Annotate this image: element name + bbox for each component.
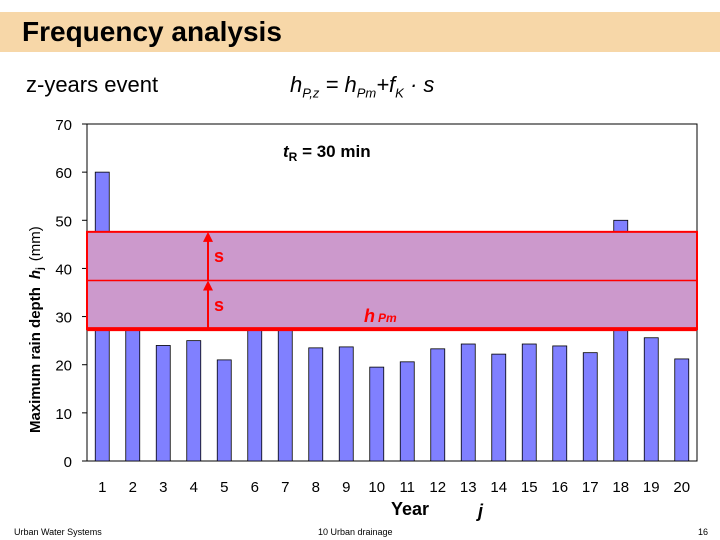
bar [460, 343, 476, 462]
s-label: s [214, 295, 224, 315]
x-tick-label: 6 [251, 479, 259, 496]
bar [430, 348, 446, 462]
x-tick-label: 14 [490, 479, 507, 496]
x-tick-label: 5 [220, 479, 228, 496]
y-tick-label: 30 [55, 310, 72, 327]
page-title: Frequency analysis [22, 16, 282, 47]
subtitle: z-years event [26, 72, 159, 97]
footer-left: Urban Water Systems [14, 527, 102, 537]
x-axis-label: Year [391, 499, 429, 519]
x-tick-label: 1 [98, 479, 106, 496]
bar [491, 353, 507, 462]
x-axis-var: j [476, 501, 484, 521]
bar [308, 347, 324, 462]
x-tick-label: 18 [612, 479, 629, 496]
bar [582, 352, 598, 462]
x-tick-label: 9 [342, 479, 350, 496]
y-axis-label: Maximum rain depthhj(mm) [27, 226, 46, 433]
y-tick-label: 20 [55, 358, 72, 375]
bar [399, 361, 415, 462]
formula: hP,z = hPm+fK · s [290, 72, 435, 101]
x-tick-label: 17 [582, 479, 599, 496]
bar [674, 358, 690, 462]
x-tick-label: 19 [643, 479, 660, 496]
annotation-tr: tR = 30 min [283, 142, 371, 164]
arrow-head-icon [203, 280, 213, 291]
bar [125, 316, 141, 462]
bar [216, 359, 232, 462]
y-tick-label: 10 [55, 406, 72, 423]
bar [155, 345, 171, 462]
x-tick-label: 15 [521, 479, 538, 496]
x-tick-label: 11 [399, 479, 415, 496]
bar [186, 340, 202, 462]
footer-page: 16 [698, 527, 709, 537]
x-tick-label: 2 [129, 479, 137, 496]
x-tick-label: 7 [281, 479, 289, 496]
x-tick-label: 12 [429, 479, 446, 496]
arrow-head-icon [203, 231, 213, 242]
y-tick-label: 60 [55, 165, 72, 182]
x-tick-label: 13 [460, 479, 477, 496]
title-bar [0, 12, 720, 52]
bar [552, 345, 568, 462]
y-tick-label: 50 [55, 213, 72, 230]
bar [521, 343, 537, 462]
s-label: s [214, 246, 224, 266]
x-tick-label: 8 [312, 479, 320, 496]
y-tick-label: 70 [55, 117, 72, 134]
x-tick-label: 16 [551, 479, 568, 496]
x-tick-label: 4 [190, 479, 198, 496]
x-tick-label: 3 [159, 479, 167, 496]
y-tick-label: 40 [55, 261, 72, 278]
bar [338, 346, 354, 462]
y-tick-label: 0 [64, 454, 72, 471]
bar [369, 366, 385, 462]
bar [643, 337, 659, 462]
x-tick-label: 10 [368, 479, 385, 496]
footer-center: 10 Urban drainage [318, 527, 393, 537]
x-tick-label: 20 [673, 479, 690, 496]
mean-label: h Pm [364, 306, 397, 326]
